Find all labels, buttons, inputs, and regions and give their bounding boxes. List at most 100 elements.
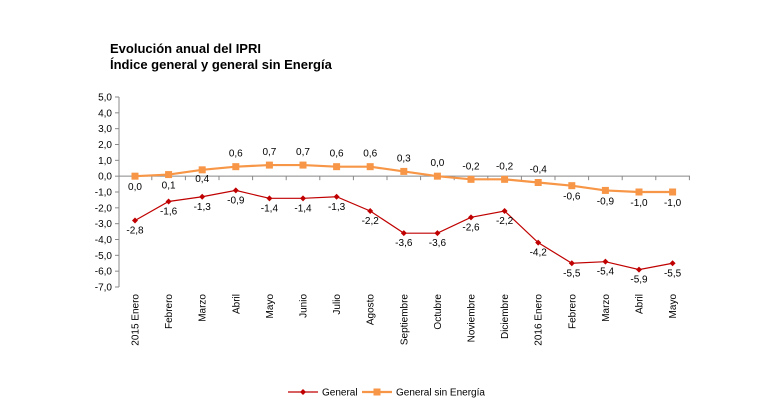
x-tick-label: Noviembre [467, 294, 478, 343]
y-tick-label: -4,0 [95, 235, 113, 246]
data-label-sin-energia: -0,2 [496, 161, 514, 172]
x-tick-label: Junio [299, 294, 310, 318]
data-point-general [535, 239, 542, 246]
data-label-general: -3,6 [395, 238, 413, 249]
y-tick-label: -5,0 [95, 251, 113, 262]
legend-marker-general [300, 389, 306, 395]
y-tick-label: 3,0 [98, 124, 112, 135]
data-label-general: -5,5 [664, 268, 682, 279]
data-point-general [199, 193, 206, 200]
data-label-sin-energia: 0,0 [430, 158, 444, 169]
data-label-general: -1,4 [294, 203, 312, 214]
data-point-general [165, 198, 172, 205]
data-label-sin-energia: 0,1 [162, 181, 176, 192]
data-label-general: -5,5 [563, 268, 581, 279]
data-point-general [468, 214, 474, 221]
data-label-sin-energia: 0,7 [296, 147, 310, 158]
data-point-sin-energia [467, 175, 475, 183]
legend-label-sin-energia: General sin Energía [396, 388, 485, 399]
legend-label-general: General [322, 388, 358, 399]
data-label-general: -2,8 [126, 226, 144, 237]
x-tick-label: Abril [231, 294, 242, 314]
data-label-general: -1,3 [328, 202, 346, 213]
x-tick-label: Diciembre [500, 294, 511, 339]
x-tick-label: Agosto [366, 294, 377, 326]
data-label-sin-energia: 0,4 [195, 174, 209, 185]
y-tick-label: 2,0 [98, 140, 112, 151]
y-tick-label: 0,0 [98, 172, 112, 183]
data-label-general: -0,9 [227, 195, 245, 206]
x-tick-label: Marzo [601, 294, 612, 322]
data-label-sin-energia: -0,6 [563, 192, 581, 203]
data-point-sin-energia [534, 179, 542, 186]
x-tick-label: 2015 Enero [131, 294, 142, 346]
data-label-general: -5,4 [597, 267, 615, 278]
x-tick-label: Mayo [668, 294, 679, 319]
data-point-sin-energia [501, 175, 509, 183]
data-point-sin-energia [366, 163, 374, 171]
x-tick-label: Julio [332, 294, 343, 315]
x-tick-label: Febrero [164, 294, 175, 329]
y-tick-label: -1,0 [95, 188, 113, 199]
x-tick-label: Marzo [198, 294, 209, 322]
y-tick-label: 4,0 [98, 108, 112, 119]
chart-title: Evolución anual del IPRI [110, 41, 261, 56]
legend-marker-sin-energia [373, 388, 381, 396]
x-tick-label: Abril [635, 294, 646, 314]
data-label-sin-energia: -1,0 [630, 198, 648, 209]
data-label-general: -1,3 [194, 202, 212, 213]
y-tick-label: -7,0 [95, 283, 113, 294]
series-line-general [134, 189, 673, 271]
data-point-general [568, 260, 575, 267]
data-point-general [602, 258, 609, 265]
data-label-general: -2,2 [496, 216, 514, 227]
data-point-sin-energia [568, 182, 576, 190]
data-label-general: -3,6 [429, 238, 447, 249]
data-point-sin-energia [131, 172, 139, 180]
data-point-general [400, 230, 407, 237]
data-label-sin-energia: 0,6 [229, 149, 243, 160]
x-tick-label: Septiembre [399, 294, 410, 346]
data-point-sin-energia [635, 188, 643, 196]
y-tick-label: -6,0 [95, 267, 113, 278]
data-point-sin-energia [299, 161, 307, 169]
data-point-sin-energia [669, 188, 677, 196]
data-label-sin-energia: 0,3 [397, 153, 411, 164]
data-label-sin-energia: -0,2 [462, 161, 480, 172]
data-point-general [266, 195, 273, 202]
data-label-sin-energia: 0,6 [330, 149, 344, 160]
data-point-general [669, 260, 676, 267]
data-point-sin-energia [265, 161, 273, 169]
y-tick-label: 1,0 [98, 156, 112, 167]
chart-title-block: Evolución anual del IPRI Índice general … [110, 41, 332, 73]
data-label-general: -1,4 [261, 203, 279, 214]
y-tick-label: 5,0 [98, 93, 112, 104]
data-point-general [501, 208, 508, 214]
data-label-general: -4,2 [530, 248, 548, 259]
chart-subtitle: Índice general y general sin Energía [110, 57, 332, 72]
data-point-general [333, 193, 340, 200]
data-label-general: -2,6 [462, 222, 480, 233]
data-label-sin-energia: -0,9 [597, 196, 615, 207]
data-point-sin-energia [333, 163, 341, 171]
data-point-general [636, 266, 642, 273]
data-point-general [300, 195, 306, 202]
data-point-sin-energia [400, 167, 408, 175]
data-label-sin-energia: -0,4 [530, 165, 548, 176]
data-label-sin-energia: -1,0 [664, 198, 682, 209]
data-point-sin-energia [165, 171, 173, 179]
data-label-sin-energia: 0,0 [128, 182, 142, 193]
x-tick-label: Mayo [265, 294, 276, 319]
data-point-sin-energia [433, 172, 441, 180]
x-tick-label: Febrero [567, 294, 578, 329]
data-point-general [132, 217, 138, 224]
data-point-general [434, 230, 441, 237]
data-point-sin-energia [601, 186, 609, 194]
data-label-sin-energia: 0,6 [363, 149, 377, 160]
data-point-sin-energia [198, 166, 206, 174]
data-point-general [232, 187, 239, 194]
data-label-general: -1,6 [160, 207, 178, 218]
x-tick-label: 2016 Enero [534, 294, 545, 346]
data-label-sin-energia: 0,7 [262, 147, 276, 158]
